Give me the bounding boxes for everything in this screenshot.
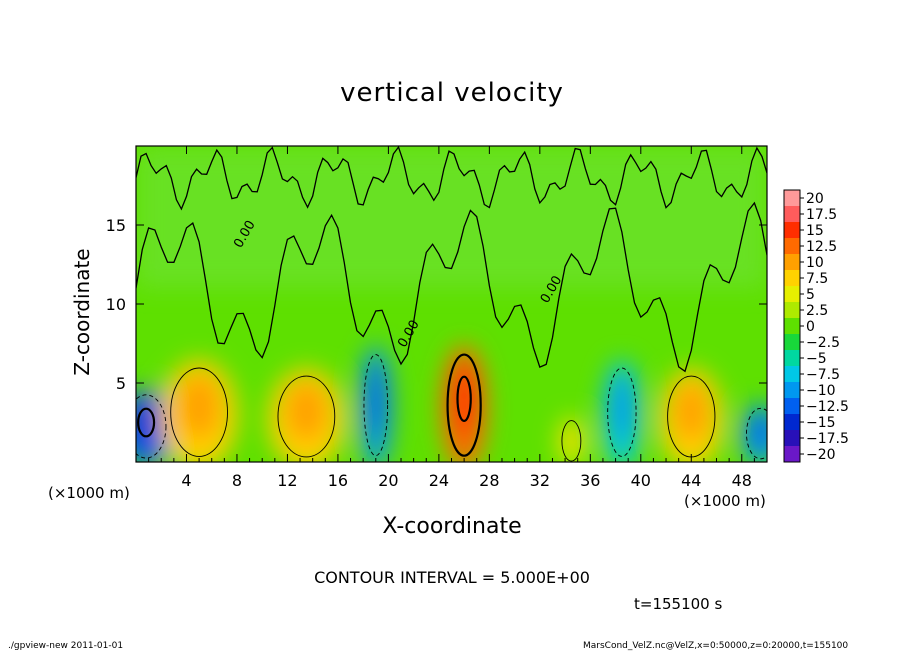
colorbar-swatch — [784, 206, 800, 223]
contour-ring-8 — [746, 407, 767, 460]
contour-ring-3 — [363, 354, 389, 457]
colorbar-label: 5 — [806, 287, 815, 303]
colorbar-swatch — [784, 286, 800, 303]
x-tick-label: 48 — [732, 471, 752, 490]
colorbar-label: 0 — [806, 319, 815, 335]
colorbar-label: −7.5 — [806, 367, 840, 383]
colorbar-label: −5 — [806, 351, 827, 367]
contour-ring-5 — [561, 420, 582, 462]
colorbar-label: 17.5 — [806, 207, 837, 223]
colorbar-swatch — [784, 254, 800, 271]
footer-right: MarsCond_VelZ.nc@VelZ,x=0:50000,z=0:2000… — [583, 641, 849, 651]
colorbar-label: 2.5 — [806, 303, 828, 319]
contour-ring-6 — [607, 367, 637, 457]
colorbar-label: 10 — [806, 255, 824, 271]
colorbar-swatch — [784, 302, 800, 319]
field-core-8 — [750, 411, 767, 450]
colorbar-swatch — [784, 318, 800, 335]
field-core-5 — [564, 423, 579, 454]
colorbar-label: −20 — [806, 447, 836, 463]
footer-left: ./gpview-new 2011-01-01 — [8, 641, 124, 651]
x-tick-label: 36 — [580, 471, 600, 490]
contour-ring-0 — [136, 394, 167, 459]
colorbar-swatch — [784, 190, 800, 207]
contour-ring-4 — [446, 353, 482, 457]
colorbar-swatch — [784, 222, 800, 239]
colorbar-swatch — [784, 430, 800, 447]
colorbar-swatch — [784, 270, 800, 287]
field-core-6 — [611, 373, 633, 440]
colorbar-swatch — [784, 414, 800, 431]
field-core-7 — [673, 381, 709, 442]
chart-title: vertical velocity — [340, 78, 564, 108]
field-core-2 — [285, 381, 328, 442]
colorbar: 2017.51512.5107.552.50−2.5−5−7.5−10−12.5… — [783, 189, 849, 463]
colorbar-swatch — [784, 446, 800, 463]
x-tick-label: 12 — [277, 471, 297, 490]
x-tick-label: 28 — [479, 471, 499, 490]
upper-zero-contour — [136, 146, 767, 211]
x-unit-left: (×1000 m) — [48, 484, 130, 502]
x-tick-label: 32 — [530, 471, 550, 490]
y-tick-label: 5 — [116, 374, 126, 393]
x-unit-right: (×1000 m) — [684, 492, 766, 510]
x-tick-label: 8 — [232, 471, 242, 490]
colorbar-label: 7.5 — [806, 271, 828, 287]
x-tick-label: 44 — [681, 471, 701, 490]
x-tick-label: 24 — [429, 471, 449, 490]
colorbar-label: 20 — [806, 191, 824, 207]
colorbar-label: −2.5 — [806, 335, 840, 351]
field-core-4 — [451, 360, 477, 437]
upper-region — [136, 146, 767, 289]
colorbar-label: 12.5 — [806, 239, 837, 255]
zero-contour — [136, 201, 767, 373]
colorbar-swatch — [784, 334, 800, 351]
x-tick-label: 4 — [181, 471, 191, 490]
x-tick-label: 20 — [378, 471, 398, 490]
field-core-1 — [178, 373, 220, 440]
time-label: t=155100 s — [634, 595, 723, 613]
field-core-3 — [367, 360, 385, 437]
contour-ring-1 — [170, 367, 228, 457]
colorbar-label: −12.5 — [806, 399, 849, 415]
colorbar-swatch — [784, 238, 800, 255]
colorbar-label: −15 — [806, 415, 836, 431]
x-tick-label: 40 — [631, 471, 651, 490]
contour-ring-2 — [277, 375, 336, 458]
contour-core-0 — [137, 407, 156, 438]
colorbar-label: 15 — [806, 223, 824, 239]
x-axis-label: X-coordinate — [382, 514, 522, 539]
contour-interval-note: CONTOUR INTERVAL = 5.000E+00 — [314, 568, 590, 587]
y-tick-label: 15 — [106, 216, 126, 235]
colorbar-label: −10 — [806, 383, 836, 399]
colorbar-swatch — [784, 382, 800, 399]
colorbar-label: −17.5 — [806, 431, 849, 447]
colorbar-swatch — [784, 366, 800, 383]
y-tick-label: 10 — [106, 295, 126, 314]
y-axis-label: Z-coordinate — [70, 248, 94, 376]
x-tick-label: 16 — [328, 471, 348, 490]
colorbar-swatch — [784, 398, 800, 415]
colorbar-swatch — [784, 350, 800, 367]
contour-core-4 — [456, 375, 472, 423]
